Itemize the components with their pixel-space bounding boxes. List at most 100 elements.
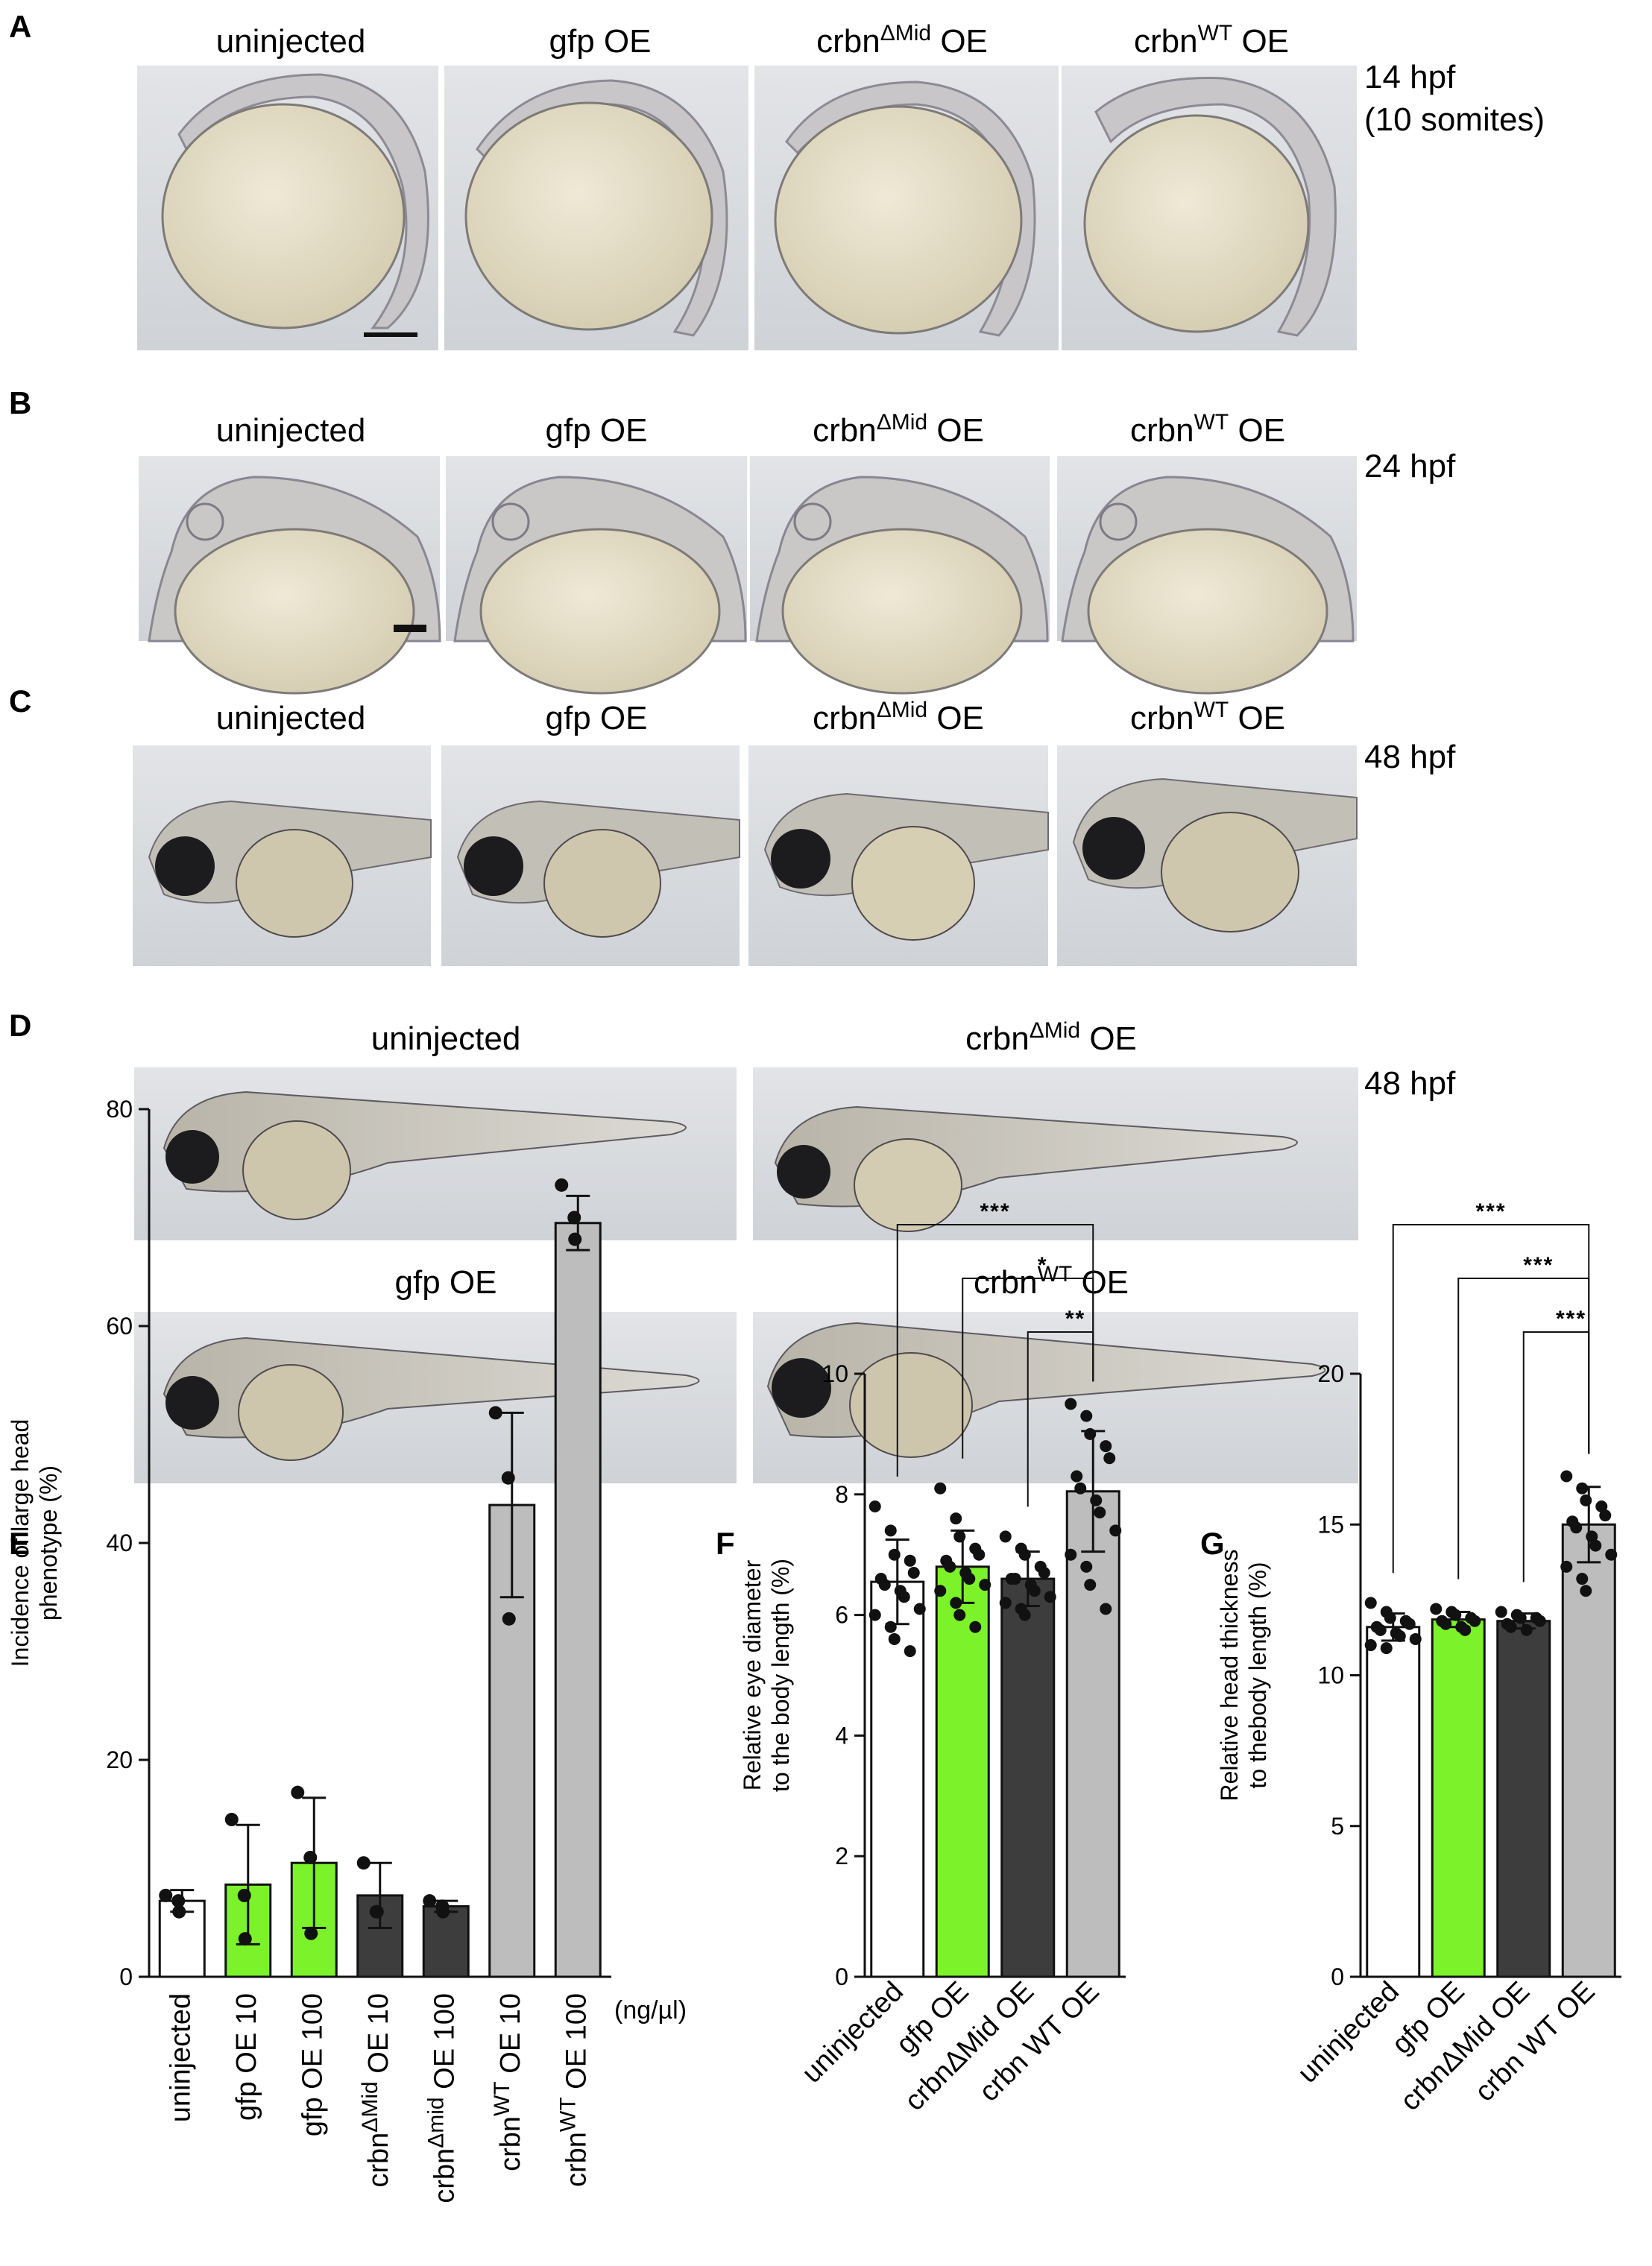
chart-g-point (1514, 1612, 1527, 1624)
panel-b-col-uninjected: uninjected (216, 412, 366, 449)
chart-f-significance-bracket (1027, 1331, 1094, 1507)
chart-g-point (1384, 1612, 1396, 1624)
chart-f-point (878, 1579, 891, 1591)
chart-e-ytick-label: 20 (106, 1746, 133, 1773)
panel-d-larva-uninjected (134, 1067, 737, 1240)
chart-f-ytick-label: 6 (835, 1602, 848, 1629)
chart-f-bar (1065, 1490, 1120, 1978)
chart-g-significance-label: *** (1475, 1199, 1506, 1224)
chart-g-significance-bracket (1392, 1224, 1590, 1574)
chart-f-point (1074, 1482, 1087, 1495)
chart-f-point (1109, 1524, 1122, 1537)
chart-f-ylabel-line2: to the body length (%) (767, 1559, 794, 1792)
chart-f-point (979, 1579, 991, 1591)
chart-e-point (567, 1211, 581, 1225)
panel-c-larva-4 (1057, 745, 1358, 966)
chart-f-ylabel-line1: Relative eye diameter (739, 1559, 766, 1790)
chart-g-significance-label: *** (1556, 1307, 1586, 1331)
chart-g-ytick-label: 10 (1317, 1662, 1344, 1689)
chart-g-point (1605, 1548, 1618, 1561)
chart-g-point (1459, 1623, 1472, 1636)
chart-f-point (884, 1620, 897, 1633)
chart-g-point (1409, 1632, 1422, 1645)
chart-f-point (999, 1530, 1012, 1543)
chart-f-point (888, 1548, 901, 1561)
chart-e-point (304, 1926, 318, 1940)
chart-f-point (1090, 1494, 1103, 1506)
chart-g-ytick-label: 15 (1317, 1511, 1344, 1538)
chart-g-bar (1561, 1523, 1616, 1978)
chart-e-point (568, 1232, 582, 1246)
chart-g-point (1580, 1494, 1592, 1506)
chart-g-point (1570, 1521, 1583, 1534)
chart-e-point (159, 1888, 173, 1902)
panel-c-col-crbn-dmid: crbnΔMid OE (813, 698, 984, 736)
chart-g-point (1430, 1603, 1443, 1615)
chart-e-xtick-label: crbnWT OE 100 (555, 1993, 592, 2187)
chart-e-xtick-label: uninjected (165, 1993, 196, 2122)
chart-e-ytick-label: 0 (119, 1963, 133, 1990)
chart-f-point (950, 1512, 962, 1525)
panel-a-col-crbn-dmid: crbnΔMid OE (816, 21, 988, 60)
panel-b-stage: 24 hpf (1364, 448, 1456, 485)
panel-a-col-crbn-wt: crbnWT OE (1134, 21, 1289, 60)
chart-g-point (1595, 1500, 1608, 1512)
chart-e-point (238, 1932, 252, 1946)
panel-a-embryo-3 (754, 66, 1059, 350)
chart-f-point (934, 1482, 947, 1495)
chart-f-point (904, 1554, 916, 1567)
chart-e-xtick-label: gfp OE 100 (297, 1993, 328, 2136)
chart-f-point (1100, 1603, 1112, 1615)
chart-g-point (1393, 1629, 1406, 1642)
chart-g-point (1380, 1642, 1393, 1655)
chart-e-point (423, 1894, 437, 1908)
chart-f-point (963, 1573, 976, 1585)
panel-c-larva-3 (748, 745, 1049, 966)
chart-e-point (224, 1813, 239, 1827)
panel-f-label: F (716, 1526, 735, 1561)
panel-a-col-gfp: gfp OE (549, 23, 652, 60)
chart-g-ytick-label: 5 (1331, 1813, 1344, 1840)
chart-f-point (1009, 1573, 1021, 1585)
chart-e-xtick-label: crbnWT OE 10 (490, 1993, 526, 2171)
panel-b-embryo-2 (446, 456, 747, 695)
panel-c-larva-1 (133, 745, 432, 966)
chart-e-ytick-label: 60 (106, 1313, 133, 1339)
chart-e-point (488, 1406, 502, 1420)
panel-a-stage: 14 hpf (1364, 59, 1456, 95)
panel-c-label: C (9, 684, 31, 719)
chart-f-significance-label: *** (980, 1199, 1010, 1224)
chart-f-bar (1000, 1577, 1056, 1978)
panel-b-col-crbn-dmid: crbnΔMid OE (813, 410, 984, 449)
chart-f-point (1094, 1506, 1106, 1519)
chart-g-point (1580, 1585, 1592, 1597)
chart-g-point (1560, 1560, 1573, 1573)
chart-g-point (1576, 1573, 1589, 1585)
chart-f-point (884, 1524, 897, 1537)
chart-e-point (555, 1178, 569, 1192)
chart-g-point (1364, 1639, 1377, 1652)
panel-d-larva-crbn-wt (753, 1312, 1358, 1483)
chart-f-point (1018, 1548, 1031, 1561)
chart-f-xtick-label: uninjected (796, 1976, 909, 2089)
chart-f-point (888, 1632, 901, 1645)
chart-g-point (1504, 1620, 1517, 1633)
chart-e-point (436, 1904, 450, 1919)
chart-e-point (291, 1785, 305, 1799)
chart-f-point (907, 1566, 920, 1579)
chart-f-point (969, 1620, 982, 1633)
chart-f-point (1038, 1566, 1050, 1579)
chart-e-ytick-label: 40 (106, 1530, 133, 1556)
chart-f-point (953, 1530, 966, 1543)
panel-b-embryo-3 (750, 456, 1050, 695)
chart-f-point (953, 1609, 966, 1621)
chart-f-point (1018, 1609, 1031, 1621)
chart-g: 0 5 10 15 20 Relative head thickness to thebod… (1216, 1199, 1621, 2117)
chart-g-point (1469, 1615, 1481, 1627)
chart-e-point (237, 1888, 251, 1902)
chart-e-ylabel-line2: phenotype (%) (35, 1465, 62, 1620)
panel-c-larva-2 (441, 745, 740, 966)
panel-d-stage: 48 hpf (1364, 1065, 1456, 1102)
panel-a-somites: (10 somites) (1364, 101, 1545, 138)
chart-g-point (1586, 1530, 1598, 1543)
